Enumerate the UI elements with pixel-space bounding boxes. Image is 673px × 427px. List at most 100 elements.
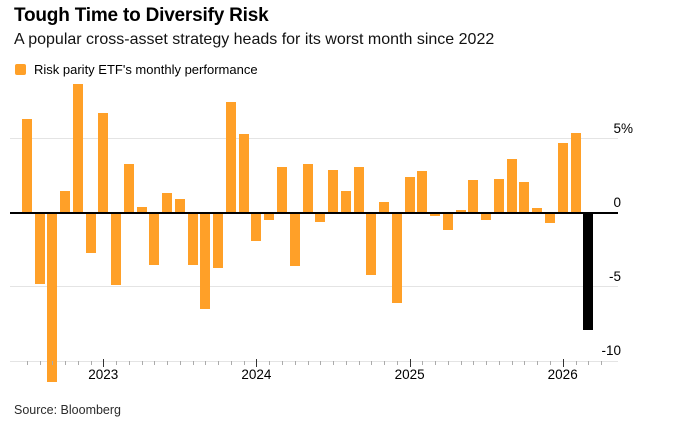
x-tick-minor [167, 361, 169, 365]
bar [481, 212, 492, 221]
x-tick-minor [192, 361, 194, 365]
bar [238, 134, 249, 213]
x-tick-minor [281, 361, 283, 365]
x-tick-minor [39, 361, 41, 365]
x-tick-minor [486, 361, 488, 365]
y-axis-label: 0 [613, 194, 621, 210]
x-tick-minor [294, 361, 296, 365]
bar [544, 212, 555, 224]
x-tick-minor [65, 361, 66, 365]
x-tick-major [256, 358, 258, 367]
x-axis-year-label: 2026 [547, 367, 578, 382]
x-tick-minor [90, 361, 92, 365]
x-tick-minor [179, 361, 181, 365]
x-tick-minor [141, 361, 143, 365]
x-tick-minor [601, 361, 602, 365]
gridline [10, 286, 618, 288]
x-tick-minor [447, 361, 449, 365]
x-tick-minor [549, 361, 551, 365]
bar [302, 163, 313, 213]
legend-label: Risk parity ETF's monthly performance [34, 62, 258, 77]
bar [430, 212, 441, 216]
bar [468, 180, 479, 213]
legend-swatch-icon [15, 64, 26, 75]
x-tick-minor [52, 361, 54, 365]
bar [455, 209, 466, 213]
bar [328, 169, 338, 213]
x-tick-minor [498, 361, 500, 365]
x-axis-year-label: 2024 [241, 367, 272, 382]
bar [47, 212, 58, 382]
x-tick-minor [460, 361, 462, 365]
bar [60, 190, 70, 213]
bar [366, 212, 377, 275]
y-axis-label: 5% [613, 120, 633, 136]
bar [136, 206, 147, 213]
y-axis-label: -10 [601, 343, 621, 358]
bar [353, 166, 364, 213]
bar [391, 212, 402, 304]
x-tick-major [103, 358, 105, 367]
x-axis-year-label: 2025 [394, 367, 425, 382]
bar [162, 193, 173, 213]
bar [200, 212, 211, 310]
bar [379, 202, 389, 213]
bar [442, 212, 453, 231]
chart-title: Tough Time to Diversify Risk [14, 5, 269, 26]
x-tick-major [409, 358, 411, 367]
gridline [10, 138, 618, 139]
x-tick-minor [205, 361, 207, 365]
x-tick-minor [384, 361, 385, 365]
x-tick-minor [435, 361, 437, 365]
bar [111, 212, 121, 286]
x-tick-minor [154, 361, 156, 365]
x-tick-minor [422, 361, 424, 365]
x-tick-minor [218, 361, 220, 365]
bar [34, 212, 45, 284]
x-tick-minor [396, 361, 398, 365]
bar [85, 212, 96, 253]
bar [532, 208, 543, 213]
x-tick-minor [116, 361, 117, 365]
source-note: Source: Bloomberg [14, 403, 122, 417]
bar [225, 101, 236, 213]
bar [174, 199, 185, 213]
x-tick-minor [473, 361, 475, 365]
bar [289, 212, 300, 267]
bar [557, 143, 568, 213]
chart-subtitle: A popular cross-asset strategy heads for… [14, 31, 495, 48]
x-tick-minor [358, 361, 360, 365]
highlight-bar [583, 212, 594, 330]
bar [98, 113, 109, 213]
x-tick-minor [26, 361, 28, 365]
x-tick-minor [128, 361, 130, 365]
y-axis-label: -5 [608, 268, 621, 284]
x-tick-minor [243, 361, 245, 365]
x-tick-minor [511, 361, 513, 365]
x-tick-minor [345, 361, 347, 365]
bar [213, 212, 224, 268]
bar [123, 163, 134, 213]
x-tick-minor [77, 361, 79, 365]
x-tick-minor [307, 361, 309, 365]
bar [315, 212, 326, 222]
bar [519, 181, 530, 213]
bar [21, 119, 32, 213]
bar [264, 212, 275, 221]
x-tick-major [562, 358, 564, 367]
x-tick-minor [537, 361, 539, 365]
x-tick-minor [333, 361, 334, 365]
bar [251, 212, 262, 241]
x-tick-minor [230, 361, 232, 365]
x-tick-minor [269, 361, 271, 365]
bar [493, 178, 504, 213]
gridline [10, 360, 618, 362]
bar [187, 212, 198, 265]
bar [340, 190, 351, 213]
bar [149, 212, 160, 265]
bar [72, 83, 83, 213]
legend: Risk parity ETF's monthly performance [15, 62, 258, 77]
x-axis-year-label: 2023 [88, 367, 119, 382]
